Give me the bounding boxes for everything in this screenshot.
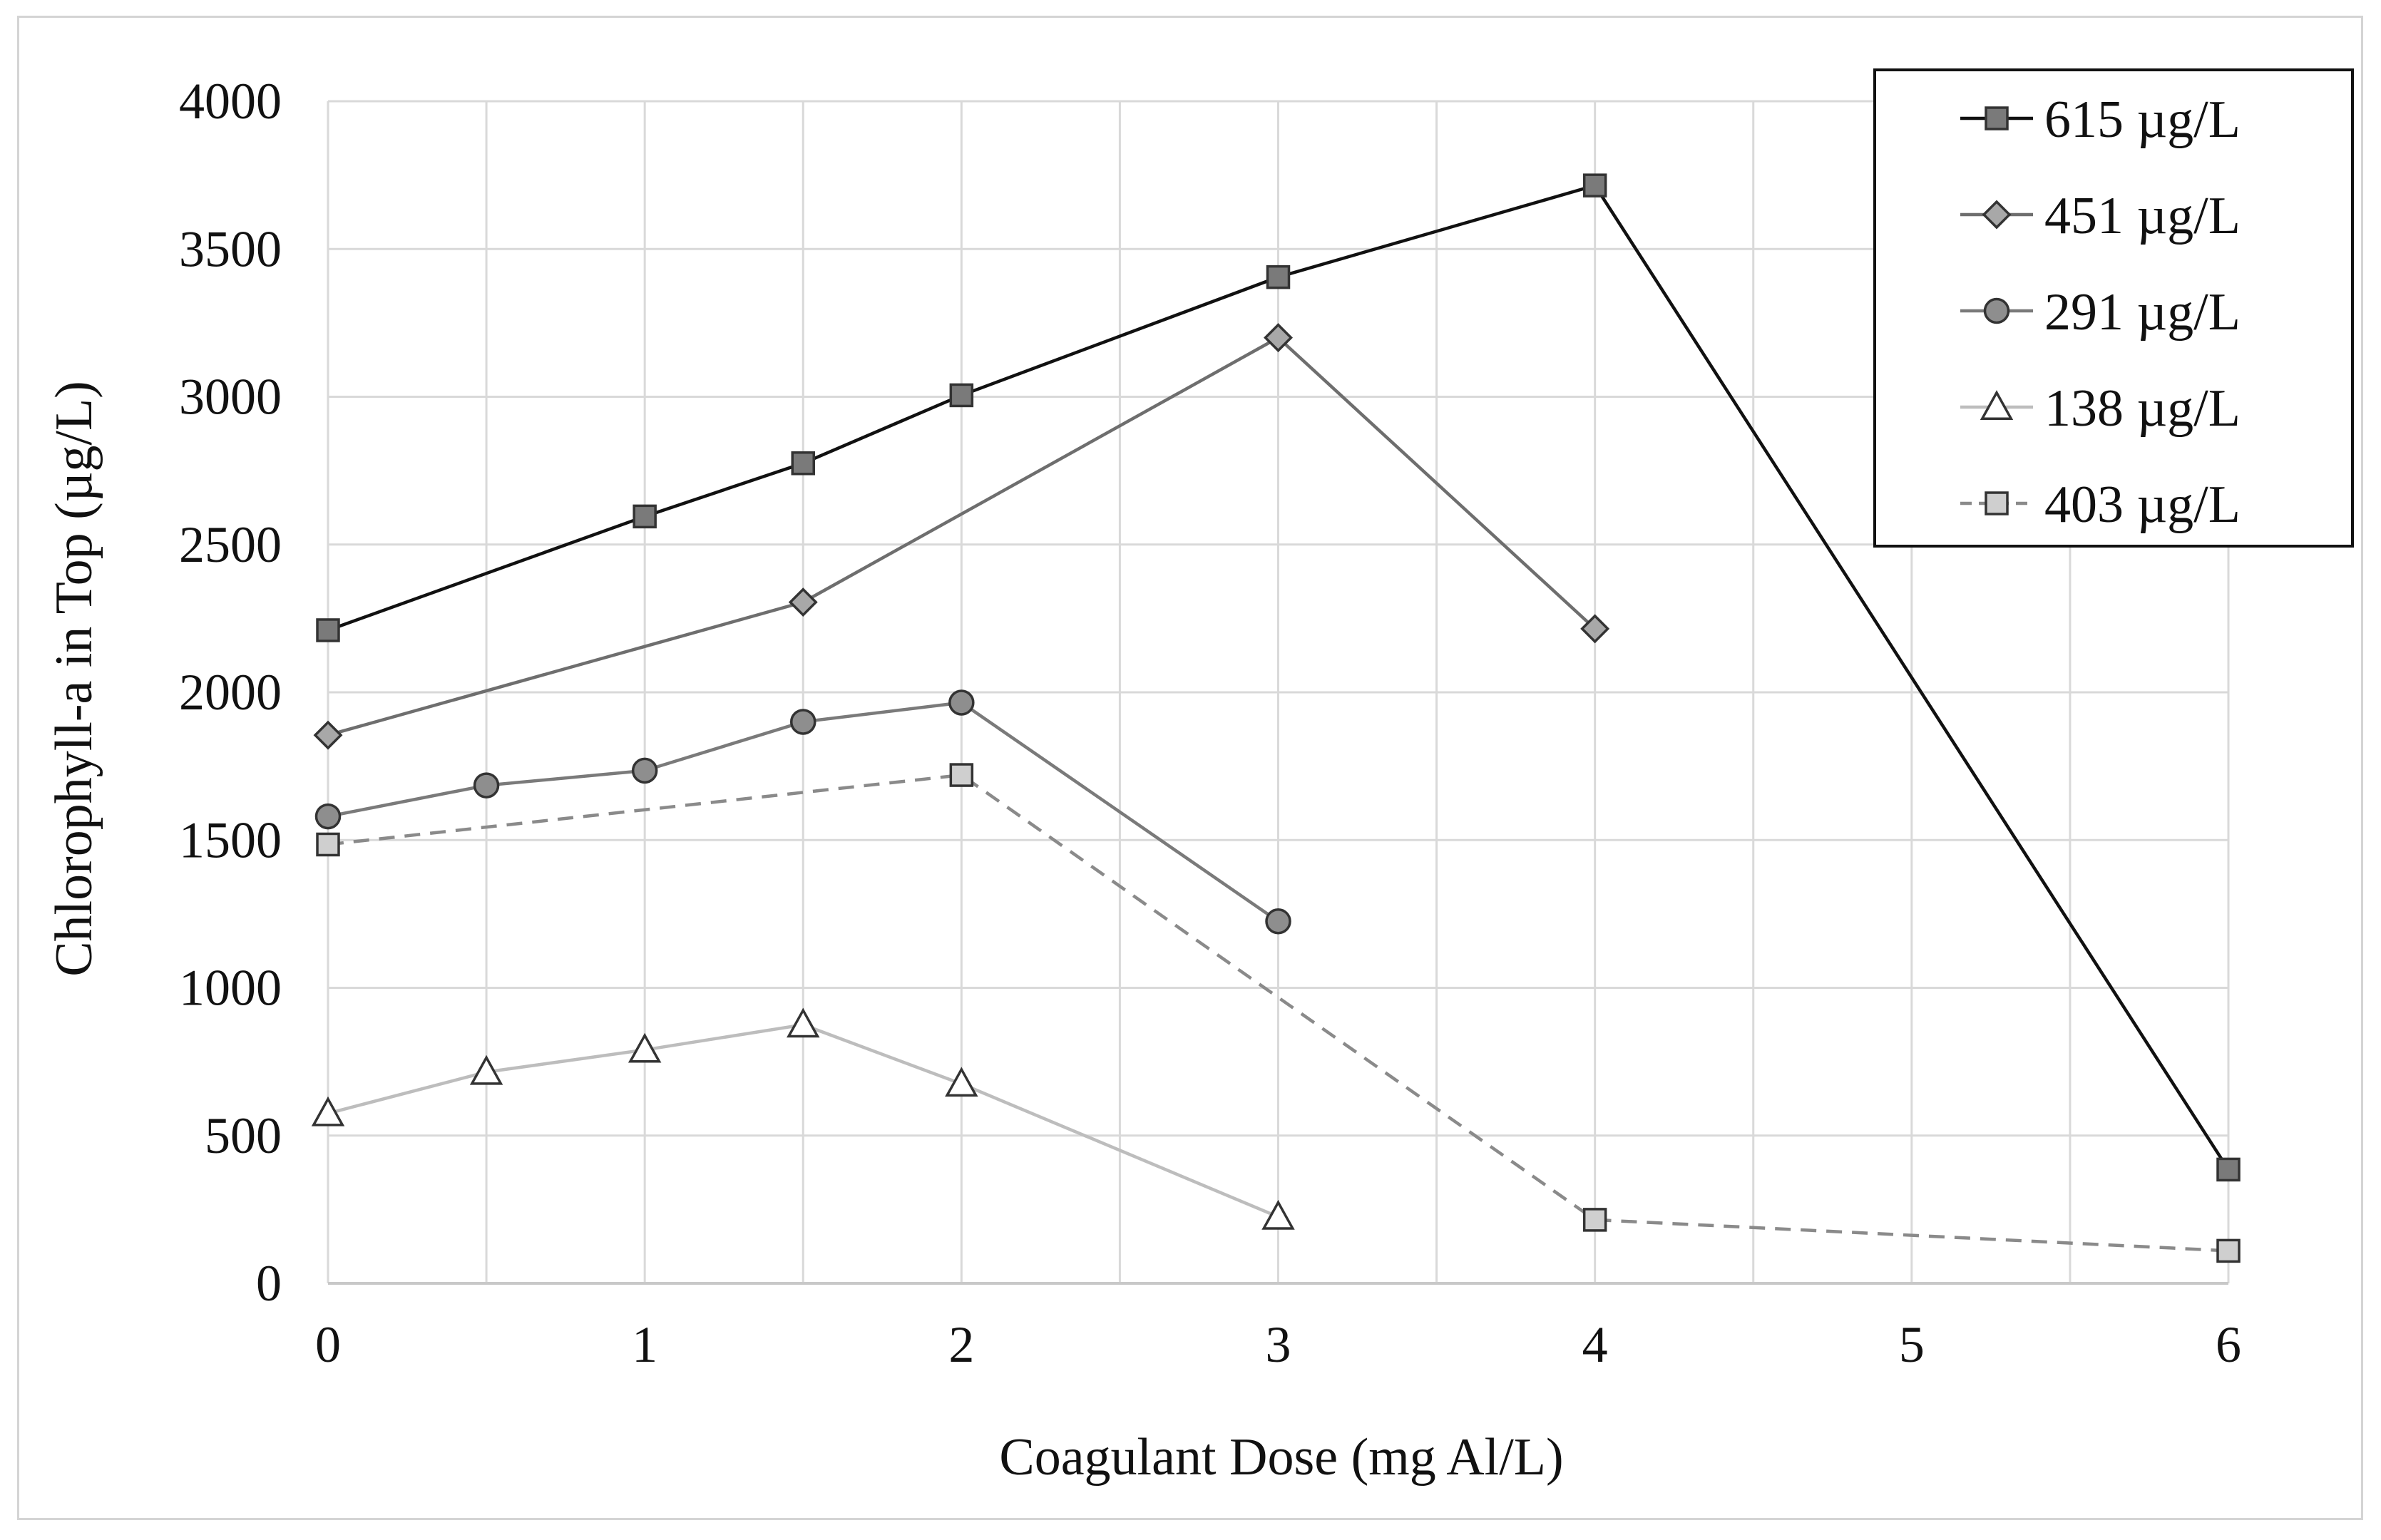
series-3 xyxy=(311,1007,1295,1230)
data-point xyxy=(633,504,657,529)
data-point xyxy=(314,803,342,830)
data-point xyxy=(945,1067,978,1097)
data-point xyxy=(1261,1199,1295,1230)
legend-entry-1: 451 µg/L xyxy=(1960,187,2241,245)
y-tick-label: 0 xyxy=(256,1255,282,1312)
series-1 xyxy=(313,323,1610,750)
legend-label: 138 µg/L xyxy=(2044,379,2241,438)
data-point xyxy=(311,1096,345,1126)
series-line xyxy=(327,773,2229,1253)
x-tick-label: 5 xyxy=(1899,1316,1925,1373)
data-point xyxy=(949,763,974,787)
data-point xyxy=(1265,908,1291,935)
legend-label: 291 µg/L xyxy=(2044,283,2241,342)
series-line xyxy=(327,701,1279,923)
series-0 xyxy=(316,173,2241,1182)
data-point xyxy=(2216,1238,2241,1263)
data-point xyxy=(469,1054,503,1085)
y-tick-label: 2500 xyxy=(179,516,282,573)
y-tick-label: 1500 xyxy=(179,811,282,868)
data-point xyxy=(1580,614,1610,644)
legend-label: 615 µg/L xyxy=(2044,91,2241,149)
x-tick-label: 4 xyxy=(1582,1316,1608,1373)
data-point xyxy=(1264,323,1293,353)
legend-entry-0: 615 µg/L xyxy=(1960,91,2241,149)
legend-entry-2: 291 µg/L xyxy=(1960,283,2241,342)
legend-label: 451 µg/L xyxy=(2044,187,2241,245)
x-tick-label: 3 xyxy=(1266,1316,1291,1373)
legend-layer: 615 µg/L 451 µg/L 291 µg/L 138 µg/L 403 µg/L xyxy=(1873,68,2354,548)
legend-marker xyxy=(1980,390,2014,420)
legend-entry-4: 403 µg/L xyxy=(1960,476,2241,534)
y-tick-label: 1000 xyxy=(179,960,282,1017)
data-point xyxy=(791,451,815,476)
data-point xyxy=(1582,173,1607,197)
data-point xyxy=(631,757,658,784)
x-tick-label: 1 xyxy=(632,1316,657,1373)
data-point xyxy=(788,587,818,617)
legend-label: 403 µg/L xyxy=(2044,476,2241,534)
data-point xyxy=(1266,265,1291,289)
legend-marker xyxy=(1983,297,2010,324)
legend-marker xyxy=(1985,491,2009,515)
axis-layer: 0 1 2 3 4 5 6 0 500 1000 1500 2000 2500 3000 3500 4000 xyxy=(179,73,2241,1373)
data-point xyxy=(2216,1157,2241,1182)
data-point xyxy=(316,618,340,642)
x-tick-label: 6 xyxy=(2216,1316,2241,1373)
y-tick-label: 3000 xyxy=(179,369,282,426)
series-4 xyxy=(316,763,2241,1263)
data-point xyxy=(948,689,975,716)
y-tick-label: 500 xyxy=(205,1107,282,1164)
y-axis-title: Chlorophyll-a in Top (µg/L) xyxy=(45,381,103,977)
series-layer xyxy=(311,173,2241,1263)
data-point xyxy=(790,709,816,735)
legend-marker xyxy=(1985,106,2009,130)
x-axis-title: Coagulant Dose (mg Al/L) xyxy=(999,1428,1563,1487)
data-point xyxy=(1582,1208,1607,1232)
x-tick-label: 2 xyxy=(948,1316,974,1373)
legend-entry-3: 138 µg/L xyxy=(1960,379,2241,438)
legend-marker xyxy=(1982,200,2012,230)
series-line xyxy=(327,1022,1279,1218)
y-tick-label: 3500 xyxy=(179,220,282,277)
x-tick-label: 0 xyxy=(315,1316,341,1373)
data-point xyxy=(628,1032,662,1063)
data-point xyxy=(313,720,343,750)
legend-box xyxy=(1873,68,2354,548)
series-line xyxy=(327,335,1597,737)
data-point xyxy=(787,1007,820,1038)
data-point xyxy=(316,832,340,857)
y-tick-label: 4000 xyxy=(179,73,282,130)
y-tick-label: 2000 xyxy=(179,664,282,721)
data-point xyxy=(949,383,974,408)
data-point xyxy=(473,772,500,799)
series-2 xyxy=(314,689,1291,935)
